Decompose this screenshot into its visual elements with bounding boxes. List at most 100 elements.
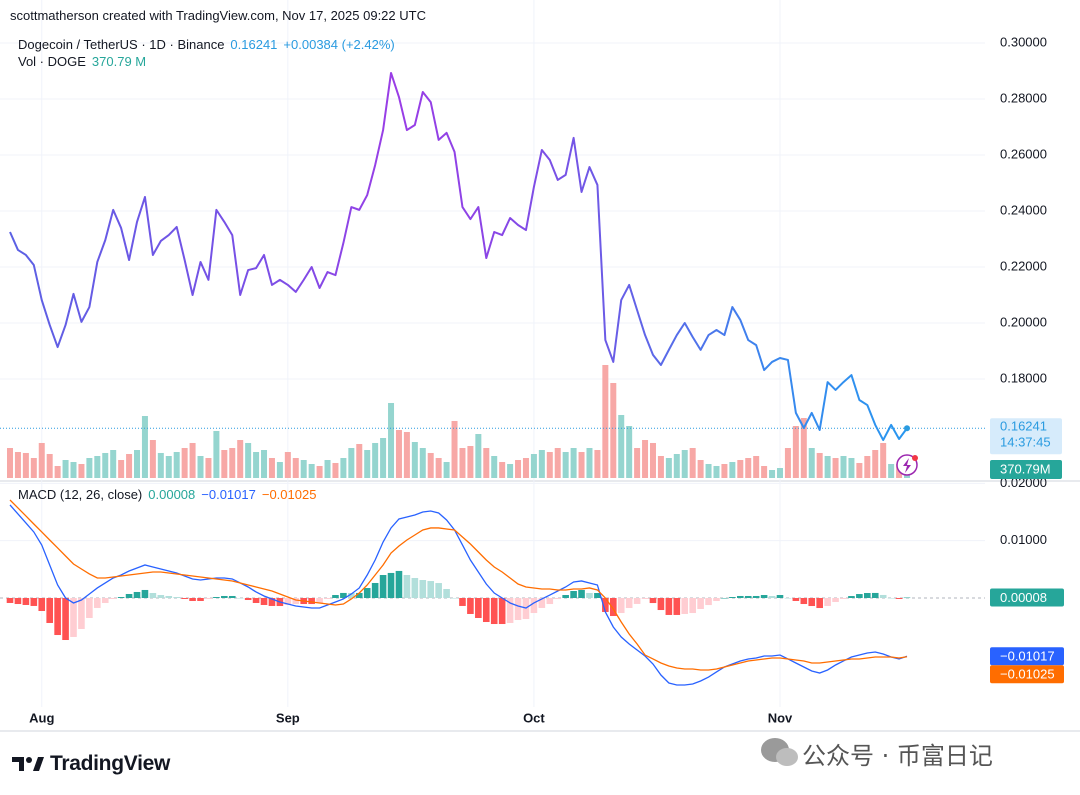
histogram-bar xyxy=(792,597,800,601)
watermark: 公众号 · 币富日记 xyxy=(802,742,993,770)
volume-bar xyxy=(673,454,680,478)
volume-bar xyxy=(800,418,807,478)
histogram-bar xyxy=(721,597,728,599)
histogram-bar xyxy=(292,597,300,605)
volume-bar xyxy=(181,448,188,478)
volume-bar xyxy=(308,464,315,478)
histogram-bar xyxy=(308,597,315,605)
histogram-bar xyxy=(141,589,149,598)
symbol-title: Dogecoin / TetherUS · 1D · Binance xyxy=(18,37,225,52)
histogram-bar xyxy=(6,597,14,603)
x-tick-label: Sep xyxy=(276,710,300,725)
volume-bar xyxy=(54,466,61,478)
histogram-bar xyxy=(832,597,839,603)
volume-bar xyxy=(872,450,879,478)
histogram-bar xyxy=(856,594,863,598)
volume-bar xyxy=(554,448,561,478)
histogram-bar xyxy=(395,570,403,598)
volume-bar xyxy=(491,456,498,478)
histogram-bar xyxy=(252,597,260,603)
histogram-bar xyxy=(22,597,30,605)
histogram-bar xyxy=(236,597,244,599)
price-tag-value: 0.16241 xyxy=(1000,419,1047,434)
histogram-bar xyxy=(125,593,133,598)
histogram-bar xyxy=(260,597,268,605)
histogram-bar xyxy=(467,597,474,614)
histogram-bar xyxy=(197,597,204,601)
histogram-bar xyxy=(332,595,339,598)
volume-bar xyxy=(880,442,887,478)
histogram-bar xyxy=(760,595,768,598)
histogram-bar xyxy=(864,593,871,598)
volume-bar xyxy=(737,460,744,478)
volume-bar xyxy=(7,448,13,478)
histogram-bar xyxy=(459,597,466,606)
histogram-last: 0.00008 xyxy=(148,487,196,502)
price-line xyxy=(9,71,908,442)
volume-bar xyxy=(134,450,141,478)
histogram-tag xyxy=(990,588,1064,607)
y-tick-label: 0.18000 xyxy=(1000,370,1047,385)
histogram-bar xyxy=(800,597,808,605)
histogram-bar xyxy=(705,597,712,606)
histogram-bar xyxy=(625,597,633,609)
histogram-bar xyxy=(316,597,323,604)
histogram-bar xyxy=(221,595,228,598)
volume-bar xyxy=(197,456,204,478)
attribution: scottmatherson created with TradingView.… xyxy=(10,8,426,23)
signal-tag-value: −0.01025 xyxy=(1000,667,1055,682)
countdown: 14:37:45 xyxy=(1000,435,1051,450)
x-tick-label: Aug xyxy=(29,710,54,725)
volume-bar xyxy=(86,458,93,478)
volume-bar xyxy=(348,448,355,478)
volume-bar xyxy=(483,448,490,478)
histogram-bar xyxy=(38,597,46,612)
histogram-bar xyxy=(101,597,109,603)
volume-bar xyxy=(435,458,442,478)
volume-bar xyxy=(705,464,712,478)
volume-bar xyxy=(205,458,212,478)
histogram-bar xyxy=(363,588,371,598)
histogram-tag-value: 0.00008 xyxy=(1000,590,1047,605)
tv-logo xyxy=(12,757,44,771)
volume-bar xyxy=(149,440,156,478)
volume-bar xyxy=(237,440,244,478)
volume-bar xyxy=(324,460,331,478)
volume-bar xyxy=(118,460,125,478)
histogram-bar xyxy=(379,575,387,598)
volume-bar xyxy=(689,448,696,478)
histogram-bar xyxy=(506,597,514,623)
y-tick-label: 0.01000 xyxy=(1000,532,1047,547)
histogram-bar xyxy=(181,597,188,599)
volume-legend: Vol · DOGE 370.79 M xyxy=(18,54,146,69)
volume-bar xyxy=(340,458,347,478)
histogram-bar xyxy=(173,597,180,598)
volume-bar xyxy=(562,452,569,478)
volume-bar xyxy=(507,464,514,478)
y-tick-label: 0.20000 xyxy=(1000,314,1047,329)
histogram-bar xyxy=(165,595,173,598)
histogram-bar xyxy=(784,597,792,599)
histogram-bar xyxy=(617,597,625,614)
volume-bar xyxy=(38,442,45,478)
histogram-bar xyxy=(340,592,347,598)
histogram-bar xyxy=(482,597,490,623)
volume-bar xyxy=(570,448,577,478)
volume-bar xyxy=(538,450,545,478)
volume-bar xyxy=(46,454,53,478)
histogram-bar xyxy=(871,592,879,598)
histogram-bar xyxy=(681,597,689,614)
macd-legend: MACD (12, 26, close) 0.00008 −0.01017 −0… xyxy=(18,487,316,502)
volume-bar xyxy=(30,458,37,478)
x-tick-label: Nov xyxy=(768,710,793,725)
volume-bar xyxy=(467,446,474,478)
volume-bar xyxy=(792,426,799,478)
histogram-bar xyxy=(443,588,450,598)
histogram-bar xyxy=(879,594,887,598)
volume-bar xyxy=(165,456,172,478)
histogram-bar xyxy=(673,597,681,615)
histogram-bar xyxy=(903,597,911,599)
histogram-bar xyxy=(435,583,442,598)
volume-bar xyxy=(578,452,585,478)
volume-bar xyxy=(824,456,831,478)
